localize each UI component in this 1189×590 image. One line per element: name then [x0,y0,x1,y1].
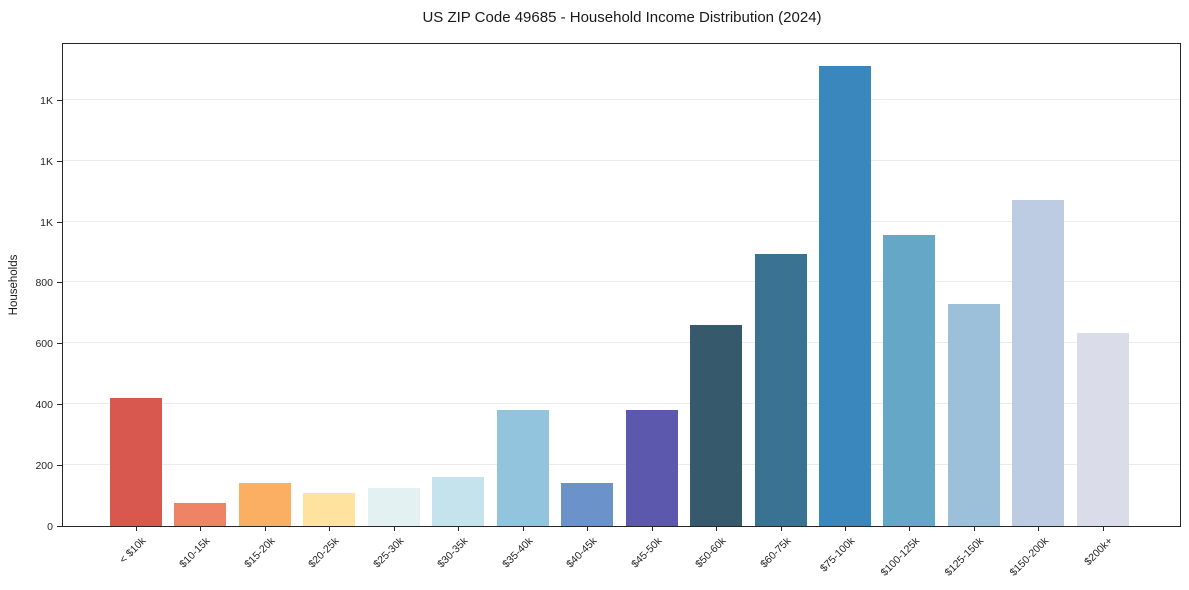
bar-$40-45k [561,483,614,526]
x-tick-mark [329,527,331,531]
y-tick-label: 400 [35,399,53,412]
bar-$10-15k [174,503,227,526]
bar-$20-25k [303,492,356,526]
x-tick-mark [844,527,846,531]
gridline [63,403,1180,405]
x-tick-mark [1038,527,1040,531]
y-tick-mark [57,282,62,284]
bar-$15-20k [238,483,291,526]
bar-$75-100k [818,66,871,526]
gridline [63,464,1180,466]
bar-$25-30k [367,487,420,526]
y-tick-label: 0 [47,521,53,533]
x-tick-mark [136,527,137,531]
bar-$100-125k [883,235,936,526]
y-tick-mark [57,160,62,162]
bar-$35-40k [496,410,549,526]
gridline [63,281,1180,283]
bar-$150-200k [1012,200,1065,526]
gridline [63,159,1180,161]
x-tick-mark [200,527,202,531]
chart-title: US ZIP Code 49685 - Household Income Dis… [422,9,822,26]
y-tick-label: 800 [35,277,53,290]
x-tick-mark [1102,527,1104,531]
x-tick-mark [909,527,911,531]
x-tick-mark [716,527,718,531]
bar-$125-150k [947,303,1000,526]
gridline [63,342,1180,344]
x-tick-mark [393,527,395,531]
x-tick-mark [522,527,524,531]
y-tick-mark [57,343,62,345]
y-tick-label: 1K [40,94,53,107]
x-tick-mark [651,527,653,531]
gridline [63,98,1180,100]
bar-$60-75k [754,253,807,526]
y-tick-mark [57,465,62,467]
x-tick-mark [458,527,460,531]
bar-$200k+ [1076,332,1129,526]
y-tick-label: 1K [40,155,53,168]
y-tick-mark [57,221,62,223]
x-tick-mark [973,527,975,531]
y-tick-label: 600 [35,338,53,351]
y-tick-mark [57,404,62,406]
y-tick-mark [57,99,62,101]
x-tick-mark [780,527,782,531]
bar-$45-50k [625,410,678,526]
x-tick-mark [587,527,589,531]
y-tick-label: 1K [40,216,53,229]
y-tick-mark [57,526,62,527]
y-tick-label: 200 [35,460,53,473]
gridline [63,220,1180,222]
plot-area [62,43,1181,527]
x-tick-mark [264,527,266,531]
bar-$50-60k [690,325,743,526]
bar-< $10k [110,398,162,526]
bar-$30-35k [432,477,485,526]
